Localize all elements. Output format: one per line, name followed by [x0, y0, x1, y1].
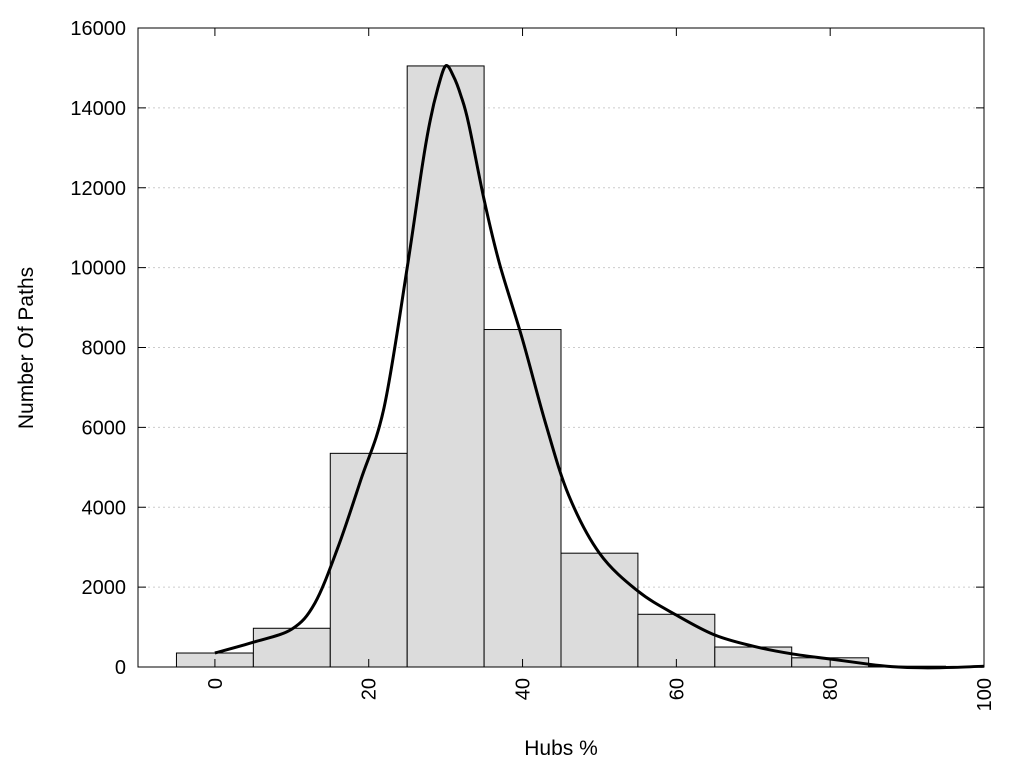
x-tick-label: 0 [205, 678, 227, 689]
y-tick-label: 6000 [82, 417, 127, 439]
y-tick-label: 12000 [70, 178, 126, 200]
histogram-bar [252, 627, 331, 668]
histogram-bars [175, 65, 947, 668]
y-tick-label: 10000 [70, 258, 126, 280]
grid-lines [138, 107, 984, 588]
y-tick-label: 14000 [70, 98, 126, 120]
x-tick-label: 60 [666, 678, 688, 700]
y-tick-label: 4000 [82, 497, 127, 519]
y-tick-label: 2000 [82, 577, 127, 599]
x-tick-labels: 0 20 40 60 80 100 [205, 678, 996, 711]
x-tick-label: 100 [974, 678, 996, 711]
axis-ticks [138, 28, 984, 667]
y-tick-label: 0 [115, 657, 126, 679]
x-tick-label: 80 [820, 678, 842, 700]
histogram-bar [560, 552, 639, 668]
density-curve [214, 64, 985, 670]
histogram-bar [483, 329, 562, 668]
histogram-bar [637, 613, 716, 668]
density-curve-line [214, 64, 985, 670]
y-axis-label: Number Of Paths [15, 267, 38, 429]
histogram-bar [714, 646, 793, 668]
x-tick-label: 40 [513, 678, 535, 700]
histogram-bar [329, 452, 408, 668]
x-axis-label: Hubs % [524, 737, 598, 760]
y-tick-label: 8000 [82, 338, 127, 360]
x-tick-label: 20 [359, 678, 381, 700]
y-tick-labels: 0 2000 4000 6000 8000 10000 12000 14000 16000 [70, 18, 126, 679]
histogram-bar [406, 65, 485, 668]
y-tick-label: 16000 [70, 18, 126, 40]
